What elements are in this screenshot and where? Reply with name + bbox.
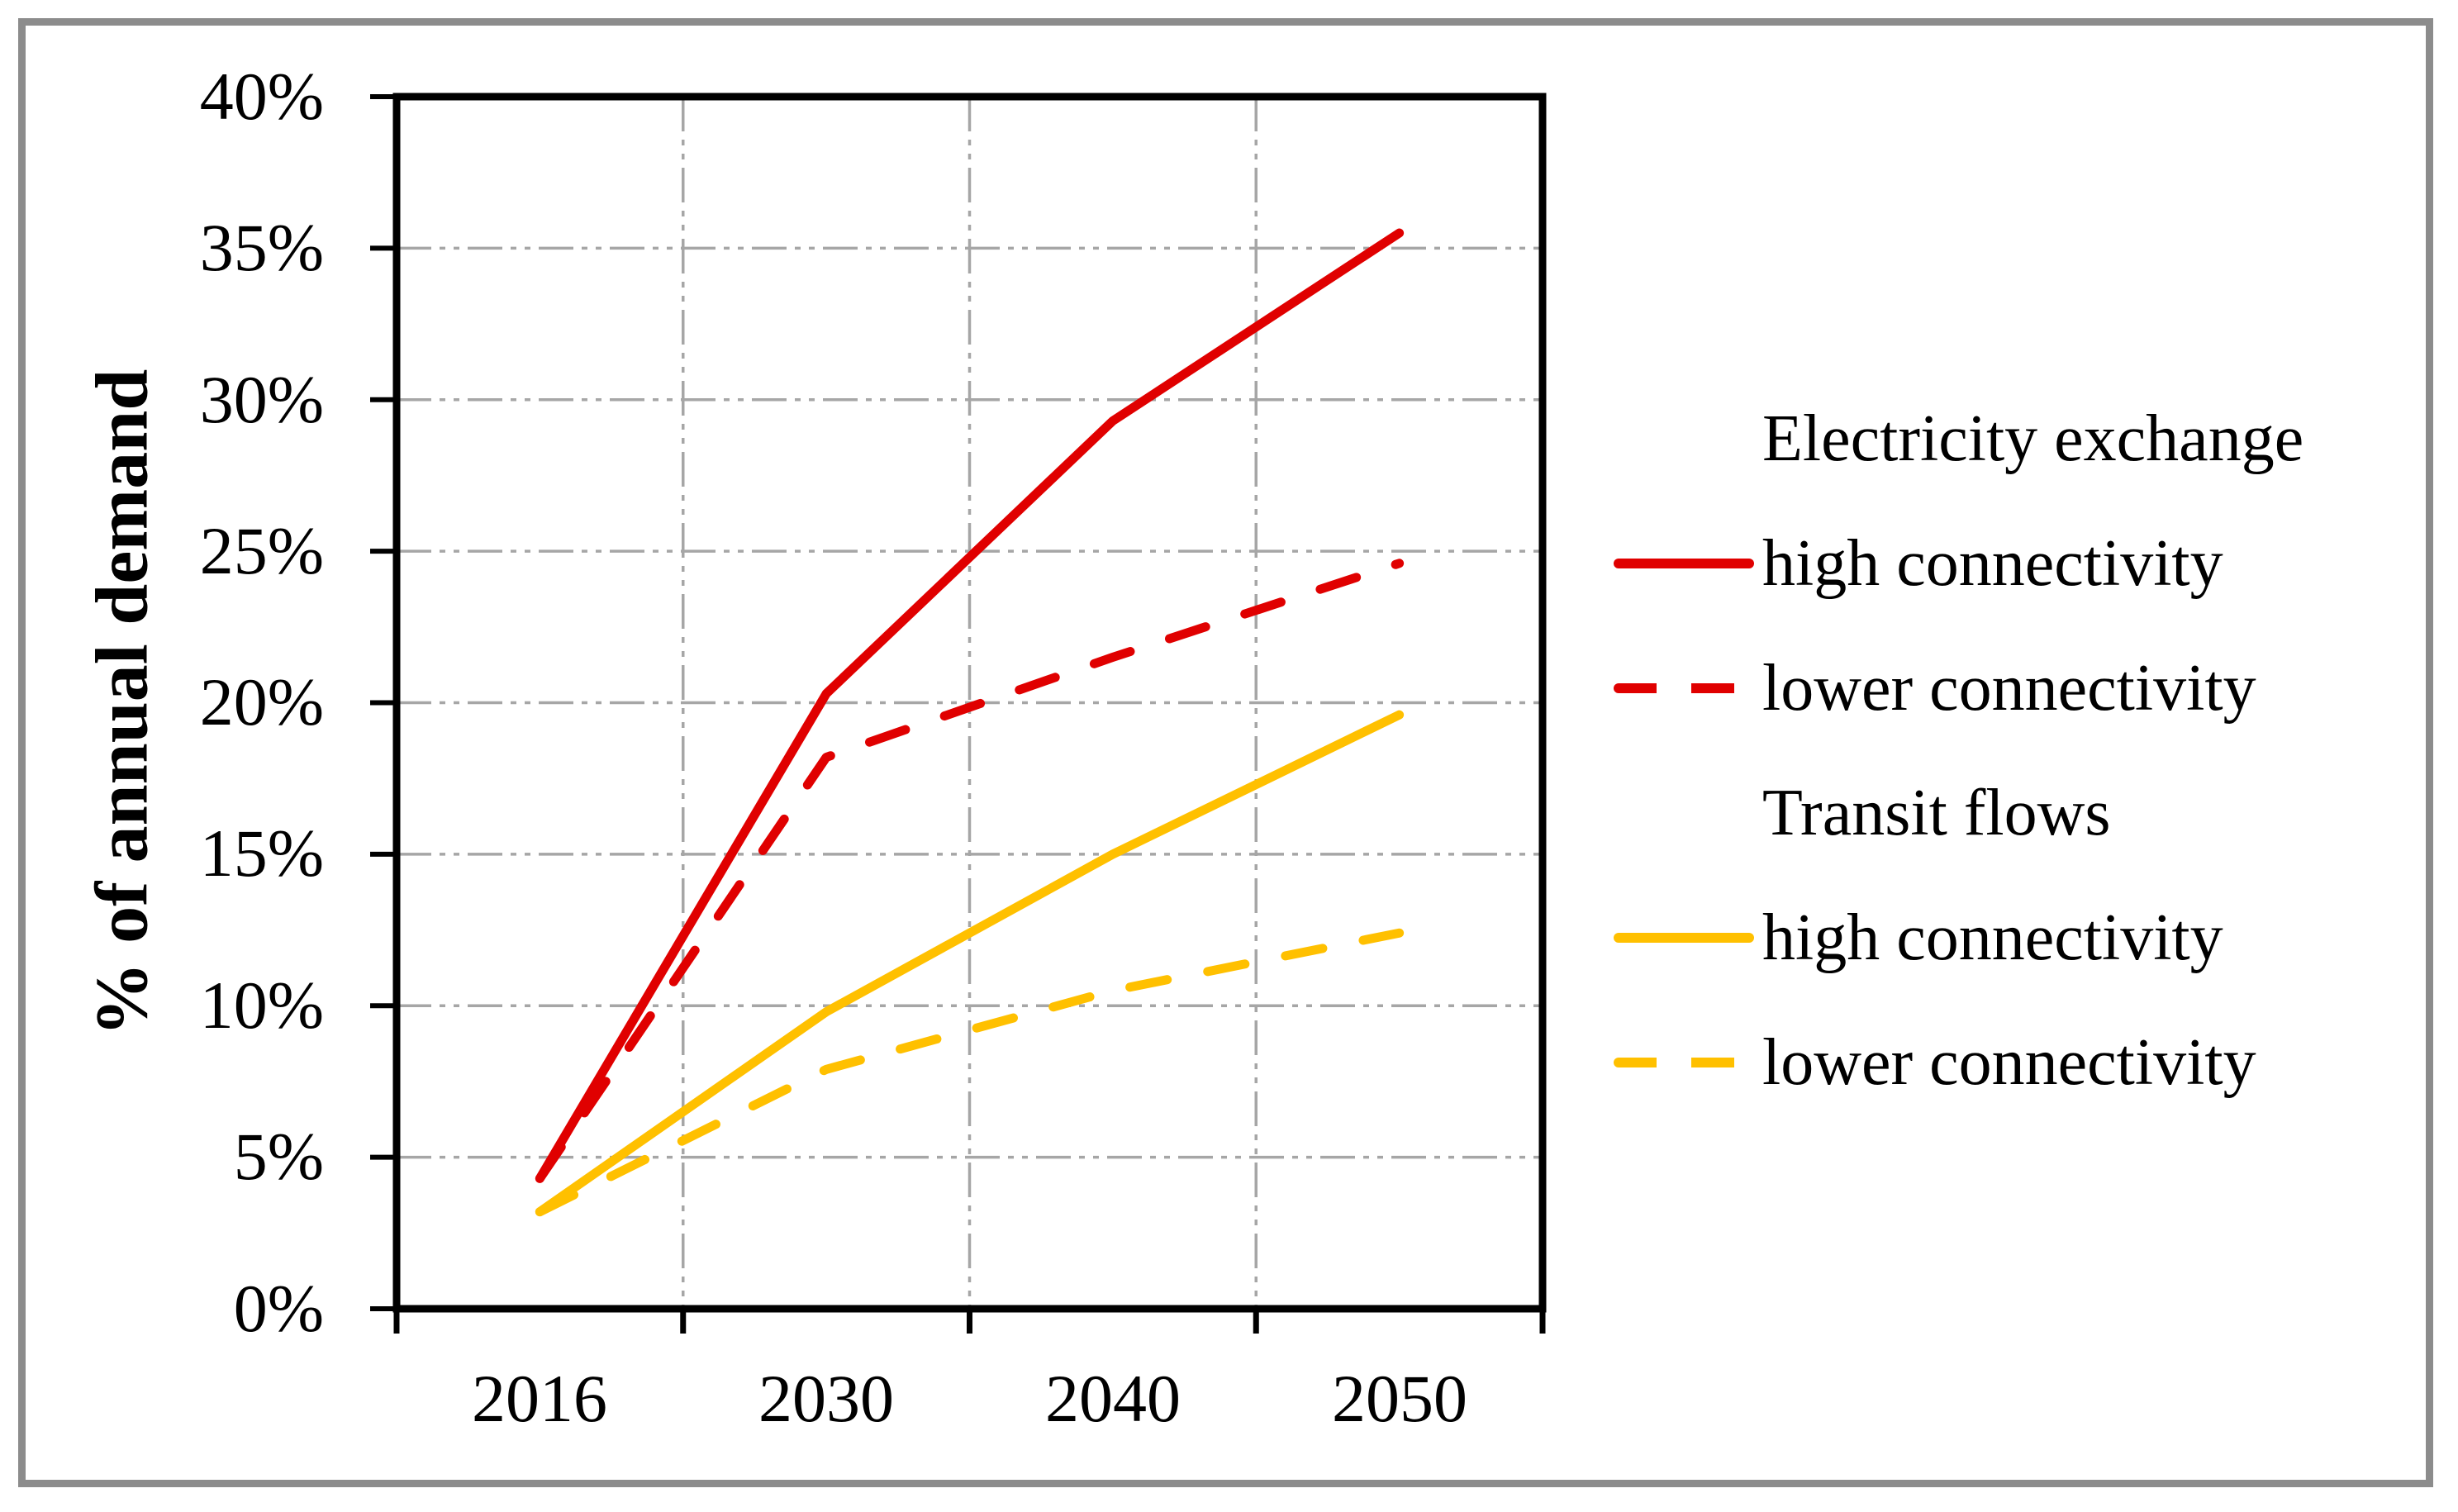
- x-tick-label: 2040: [1045, 1361, 1181, 1436]
- legend-header-label: Transit flows: [1762, 776, 2111, 849]
- legend-item-label: lower connectivity: [1762, 651, 2256, 725]
- legend-item-transit-lower: lower connectivity: [1614, 1000, 2407, 1124]
- y-tick-label: 20%: [199, 664, 324, 739]
- y-tick-label: 15%: [199, 815, 324, 891]
- y-tick-label: 5%: [233, 1119, 324, 1194]
- legend-section-header-electricity-exchange: Electricity exchange: [1614, 376, 2407, 501]
- yellow-dashed-line-swatch: [1614, 1057, 1754, 1067]
- legend-item-label: high connectivity: [1762, 526, 2223, 600]
- yellow-solid-line-swatch: [1614, 932, 1754, 943]
- y-tick-label: 10%: [199, 968, 324, 1043]
- legend-header-label: Electricity exchange: [1762, 402, 2304, 475]
- y-axis-title: % of annual demand: [81, 368, 164, 1037]
- y-tick-label: 30%: [199, 362, 324, 437]
- legend: Electricity exchange high connectivity l…: [1614, 376, 2407, 1124]
- y-tick-label: 25%: [199, 513, 324, 588]
- y-tick-label: 35%: [199, 210, 324, 285]
- x-tick-label: 2050: [1332, 1361, 1467, 1436]
- legend-item-label: high connectivity: [1762, 901, 2223, 974]
- legend-item-label: lower connectivity: [1762, 1025, 2256, 1099]
- legend-item-electricity-high: high connectivity: [1614, 501, 2407, 625]
- y-tick-label: 0%: [233, 1271, 324, 1346]
- legend-section-header-transit-flows: Transit flows: [1614, 750, 2407, 875]
- red-solid-line-swatch: [1614, 558, 1754, 568]
- red-dashed-line-swatch: [1614, 682, 1754, 693]
- y-tick-label: 40%: [199, 59, 324, 134]
- legend-item-electricity-lower: lower connectivity: [1614, 625, 2407, 750]
- x-tick-label: 2030: [758, 1361, 894, 1436]
- legend-item-transit-high: high connectivity: [1614, 875, 2407, 1000]
- x-tick-label: 2016: [472, 1361, 607, 1436]
